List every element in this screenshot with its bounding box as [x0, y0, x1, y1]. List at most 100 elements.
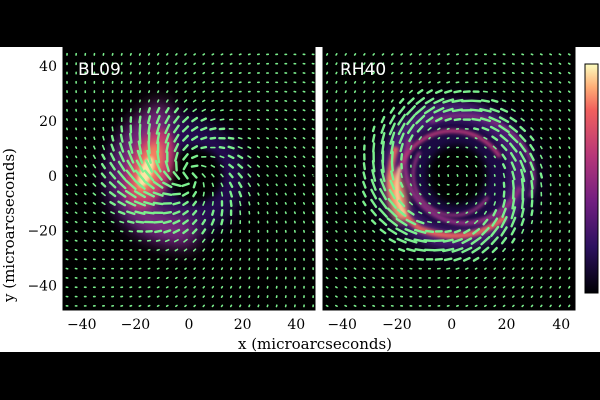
- polarization-vector: [101, 144, 106, 151]
- polarization-vector: [266, 174, 269, 177]
- polarization-vector: [165, 267, 169, 270]
- polarization-vector: [156, 267, 160, 270]
- polarization-vector: [567, 53, 571, 56]
- polarization-vector: [175, 90, 178, 93]
- polarization-vector: [344, 304, 348, 307]
- polarization-vector: [386, 217, 399, 227]
- polarization-vector: [302, 192, 306, 196]
- polarization-vector: [398, 132, 405, 144]
- polarization-vector: [415, 97, 426, 105]
- polarization-vector: [210, 155, 216, 159]
- polarization-vector: [302, 118, 306, 121]
- polarization-vector: [239, 276, 242, 280]
- polarization-vector: [371, 169, 377, 182]
- polarization-vector: [474, 304, 478, 307]
- polarization-vector: [502, 267, 506, 270]
- polarization-vector: [509, 142, 518, 153]
- polarization-vector: [147, 115, 152, 125]
- polarization-vector: [266, 137, 269, 140]
- polarization-vector: [390, 53, 394, 56]
- polarization-vector: [184, 62, 187, 65]
- y-tick-label: −40: [27, 278, 57, 294]
- polarization-vector: [220, 285, 224, 289]
- polarization-vector: [211, 276, 215, 280]
- polarization-vector: [84, 155, 87, 159]
- polarization-vector: [568, 276, 571, 280]
- polarization-vector: [335, 71, 338, 75]
- polarization-vector: [381, 80, 385, 84]
- figure: BL09 −40 −20 0 20 40 −40 −20 0 20 40 RH40 −: [0, 47, 600, 352]
- polarization-vector: [442, 238, 454, 243]
- polarization-vector: [558, 155, 562, 159]
- x-tick-label-rh40: −20: [382, 317, 412, 333]
- polarization-vector: [471, 246, 481, 254]
- polarization-vector: [266, 201, 269, 205]
- polarization-vector: [344, 53, 347, 56]
- polarization-vector: [220, 276, 224, 280]
- polarization-vector: [465, 164, 469, 168]
- polarization-vector: [135, 220, 145, 224]
- polarization-vector: [451, 108, 464, 113]
- polarization-vector: [102, 220, 105, 224]
- polarization-vector: [490, 99, 499, 103]
- polarization-vector: [184, 81, 187, 84]
- polarization-vector: [510, 227, 517, 236]
- polarization-vector: [353, 276, 357, 280]
- polarization-vector: [65, 155, 69, 159]
- polarization-vector: [293, 127, 297, 131]
- polarization-vector: [153, 170, 163, 181]
- polarization-vector: [484, 267, 487, 270]
- x-tick-label-rh40: 40: [552, 317, 570, 333]
- polarization-vector: [558, 99, 562, 103]
- polarization-vector: [558, 146, 562, 149]
- polarization-vector: [408, 89, 413, 94]
- polarization-vector: [138, 80, 141, 84]
- polarization-vector: [211, 71, 215, 75]
- polarization-vector: [400, 53, 403, 56]
- polarization-vector: [143, 200, 155, 206]
- polarization-vector: [558, 285, 562, 289]
- polarization-vector: [484, 276, 487, 280]
- polarization-vector: [182, 228, 189, 235]
- polarization-vector: [325, 248, 329, 252]
- polarization-vector: [500, 216, 508, 229]
- polarization-vector: [508, 133, 519, 144]
- polarization-vector: [183, 248, 188, 252]
- polarization-vector: [456, 192, 459, 196]
- polarization-vector: [220, 209, 224, 217]
- polarization-vector: [399, 181, 404, 188]
- polarization-vector: [437, 127, 441, 131]
- polarization-vector: [378, 197, 388, 210]
- polarization-vector: [293, 201, 296, 205]
- y-axis-title: y (microarcseconds): [0, 148, 18, 303]
- polarization-vector: [325, 62, 329, 66]
- polarization-vector: [325, 258, 329, 261]
- polarization-vector: [192, 181, 197, 189]
- polarization-vector: [293, 174, 297, 177]
- polarization-vector: [452, 238, 463, 244]
- polarization-vector: [183, 238, 188, 243]
- polarization-vector: [325, 239, 329, 243]
- polarization-vector: [407, 97, 415, 105]
- polarization-vector: [134, 179, 146, 190]
- polarization-vector: [549, 90, 552, 93]
- polarization-vector: [510, 108, 516, 113]
- polarization-vector: [398, 247, 406, 253]
- polarization-vector: [165, 142, 170, 154]
- polarization-vector: [247, 182, 252, 188]
- polarization-vector: [418, 81, 422, 84]
- polarization-vector: [558, 257, 562, 261]
- polarization-vector: [451, 247, 464, 253]
- polarization-vector: [558, 136, 562, 140]
- polarization-vector: [74, 220, 78, 224]
- polarization-vector: [202, 62, 206, 65]
- polarization-vector: [65, 146, 69, 149]
- polarization-vector: [530, 248, 534, 252]
- polarization-vector: [386, 207, 398, 218]
- polarization-vector: [219, 164, 225, 168]
- polarization-vector: [127, 220, 135, 224]
- polarization-vector: [164, 160, 170, 173]
- polarization-vector: [284, 192, 287, 196]
- polarization-vector: [363, 62, 366, 66]
- polarization-vector: [465, 220, 469, 224]
